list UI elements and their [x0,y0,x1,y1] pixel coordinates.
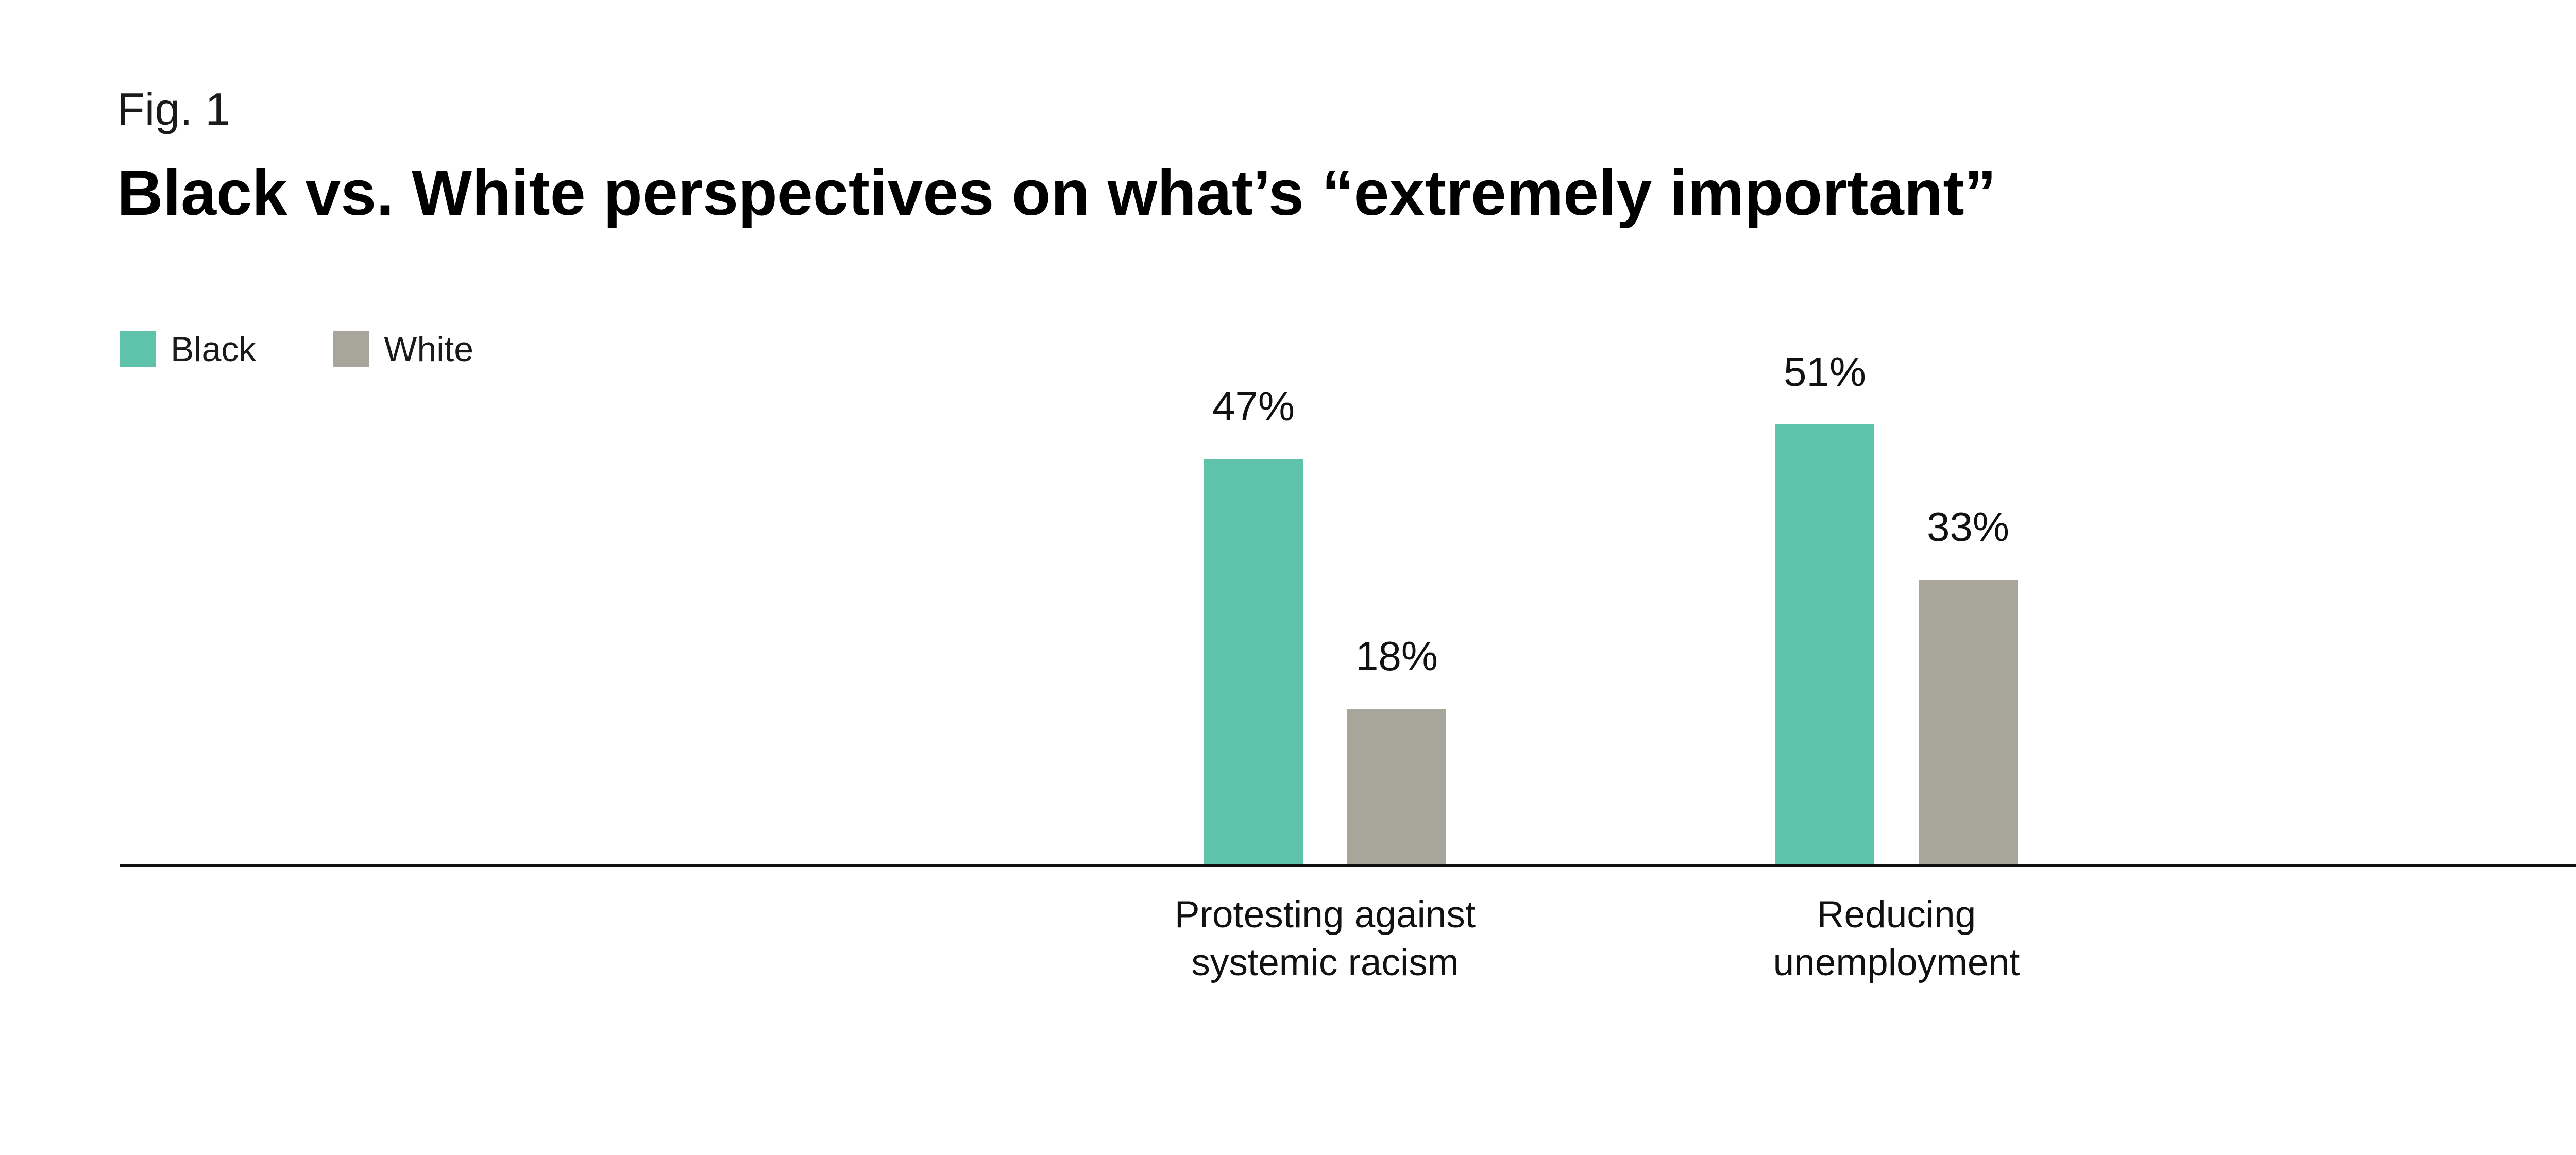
bar-black-0 [1204,459,1303,864]
x-axis-category-line: unemployment [1773,942,2020,983]
legend-label: White [384,330,474,369]
bar-value-label: 51% [1783,349,1867,395]
x-axis-category-label: Protesting against systemic racism [1042,891,1608,987]
legend: Black White [120,331,551,367]
bar-value-label: 47% [1212,383,1295,429]
x-axis-category-line: Protesting against [1174,894,1476,936]
bar-value-label: 33% [1926,504,2010,550]
bar-value-label: 18% [1355,633,1438,679]
figure-title: Black vs. White perspectives on what’s “… [117,158,1996,229]
x-axis-line [120,864,2576,867]
x-axis-category-line: systemic racism [1191,942,1459,983]
x-axis-category-label: Reducing unemployment [1613,891,2180,987]
bar-white-1 [1919,580,2018,864]
x-axis-category-line: Reducing [1817,894,1976,936]
legend-swatch [333,331,370,367]
legend-item: White [333,331,473,367]
bar-white-0 [1347,709,1446,864]
legend-label: Black [171,330,257,369]
legend-swatch [120,331,156,367]
bar-black-1 [1775,424,1874,864]
figure-number: Fig. 1 [117,83,231,134]
legend-item: Black [120,331,256,367]
